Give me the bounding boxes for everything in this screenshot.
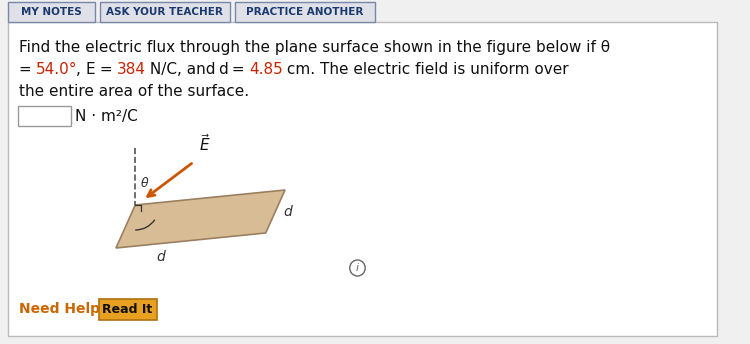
Text: =: =	[20, 62, 37, 77]
Text: ASK YOUR TEACHER: ASK YOUR TEACHER	[106, 7, 224, 17]
FancyBboxPatch shape	[8, 2, 94, 22]
Text: the entire area of the surface.: the entire area of the surface.	[20, 84, 250, 99]
Polygon shape	[116, 190, 285, 248]
FancyBboxPatch shape	[8, 22, 717, 336]
Text: =: =	[95, 62, 118, 77]
FancyBboxPatch shape	[98, 299, 157, 320]
Text: cm. The electric field is uniform over: cm. The electric field is uniform over	[281, 62, 568, 77]
Text: $\theta$: $\theta$	[140, 176, 149, 190]
Text: 384: 384	[117, 62, 146, 77]
Text: $d$: $d$	[157, 249, 167, 264]
Text: N · m²/C: N · m²/C	[75, 108, 138, 123]
Text: Read It: Read It	[103, 303, 153, 316]
Text: 4.85: 4.85	[249, 62, 283, 77]
Text: i: i	[356, 263, 359, 273]
FancyBboxPatch shape	[100, 2, 230, 22]
Text: 54.0°: 54.0°	[36, 62, 78, 77]
Text: $\vec{E}$: $\vec{E}$	[199, 133, 210, 154]
Text: ,: ,	[76, 62, 86, 77]
FancyBboxPatch shape	[18, 106, 70, 126]
Text: Need Help?: Need Help?	[20, 302, 109, 316]
Text: Find the electric flux through the plane surface shown in the figure below if θ: Find the electric flux through the plane…	[20, 40, 610, 55]
Text: MY NOTES: MY NOTES	[21, 7, 82, 17]
FancyBboxPatch shape	[235, 2, 375, 22]
Text: =: =	[227, 62, 250, 77]
Text: PRACTICE ANOTHER: PRACTICE ANOTHER	[246, 7, 364, 17]
Text: N/C, and: N/C, and	[145, 62, 220, 77]
Text: d: d	[217, 62, 227, 77]
Text: $d$: $d$	[283, 204, 294, 219]
Text: E: E	[86, 62, 95, 77]
